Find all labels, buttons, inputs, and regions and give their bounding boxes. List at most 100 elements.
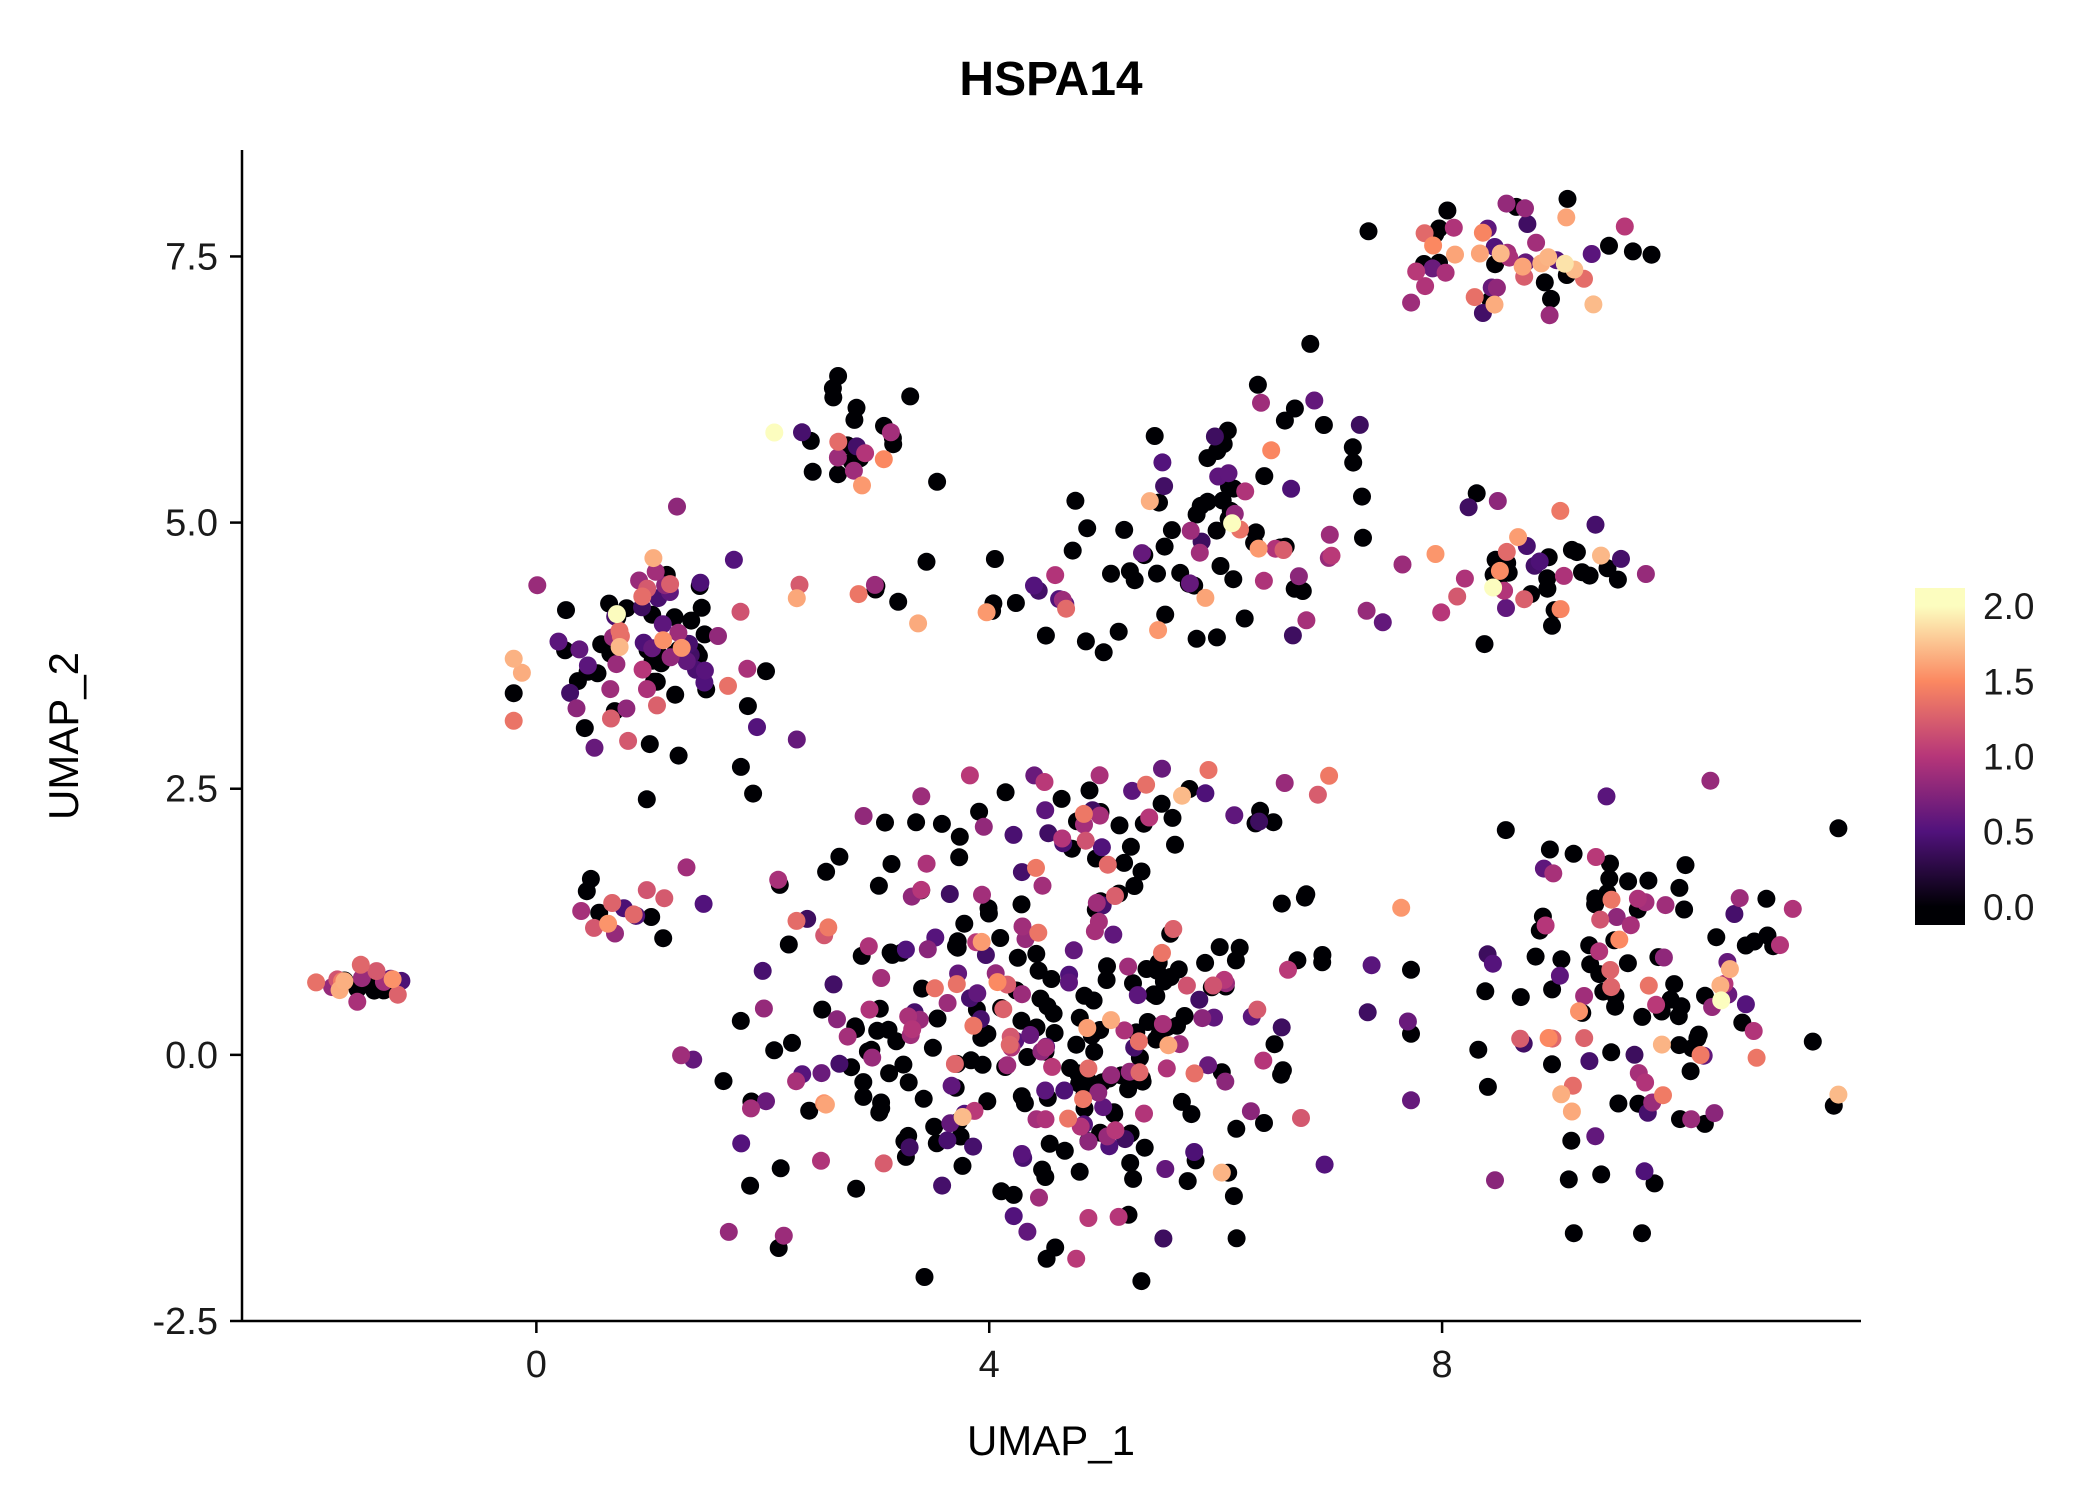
data-point (1274, 541, 1293, 559)
data-point (1497, 194, 1516, 213)
data-point (996, 783, 1015, 802)
data-point (829, 432, 848, 451)
y-tick-label: -2.5 (153, 1301, 218, 1343)
data-point (1373, 613, 1392, 632)
data-point (1159, 1036, 1178, 1055)
data-point (504, 711, 523, 730)
data-point (1249, 539, 1268, 558)
data-point (601, 680, 620, 699)
data-point (1156, 605, 1175, 624)
data-point (1592, 546, 1610, 565)
data-point (800, 1101, 819, 1120)
data-point (1039, 824, 1058, 843)
data-point (637, 790, 656, 809)
data-point (1153, 943, 1171, 962)
data-point (1018, 1222, 1037, 1241)
data-point (803, 462, 822, 481)
data-point (1602, 1043, 1621, 1062)
data-point (1012, 1145, 1031, 1163)
data-point (917, 854, 936, 873)
data-point (838, 1027, 857, 1046)
data-point (719, 676, 737, 695)
data-point (854, 1073, 873, 1092)
data-point (738, 659, 757, 678)
data-point (1633, 1224, 1651, 1243)
data-point (1606, 997, 1625, 1016)
data-point (633, 660, 652, 679)
colorbar-tick-label: 1.0 (1983, 737, 2034, 778)
data-point (950, 827, 969, 846)
data-point (1747, 1048, 1766, 1067)
data-point (348, 992, 367, 1011)
data-point (1515, 590, 1534, 609)
data-point (1115, 853, 1134, 872)
data-point (599, 914, 618, 933)
data-point (757, 662, 775, 681)
data-point (1518, 215, 1537, 233)
data-point (1187, 629, 1206, 648)
data-point (1162, 521, 1181, 540)
data-point (793, 423, 811, 442)
data-point (978, 1092, 997, 1111)
data-point (1350, 415, 1369, 434)
data-point (1353, 487, 1371, 506)
data-point (1196, 784, 1215, 803)
data-point (1115, 1021, 1134, 1040)
data-point (640, 735, 659, 754)
data-point (823, 379, 842, 398)
data-point (1484, 578, 1503, 597)
ticks-layer: 0 4 8 -2.5 0.0 2.5 5.0 7.5 (153, 236, 1453, 1386)
data-point (1448, 587, 1467, 606)
data-point (1570, 1002, 1588, 1021)
data-point (1540, 306, 1559, 325)
data-point (1407, 262, 1426, 281)
data-point (1004, 1185, 1023, 1204)
data-point (1313, 946, 1332, 964)
data-point (1509, 528, 1528, 547)
data-point (1063, 541, 1082, 560)
data-point (894, 1055, 913, 1074)
data-point (1586, 1127, 1605, 1146)
data-point (575, 719, 594, 738)
data-point (1543, 980, 1562, 999)
data-point (1402, 1091, 1420, 1110)
data-point (964, 1016, 983, 1035)
data-point (1148, 564, 1166, 583)
data-point (1308, 785, 1327, 804)
data-point (1516, 199, 1534, 218)
data-point (912, 787, 931, 806)
data-point (1013, 985, 1031, 1004)
data-point (383, 970, 402, 989)
data-point (1133, 544, 1151, 563)
data-point (1154, 972, 1173, 991)
data-point (1106, 1121, 1125, 1140)
data-point (1084, 991, 1103, 1010)
data-point (504, 649, 523, 668)
data-point (1584, 295, 1603, 314)
data-point (1264, 813, 1283, 832)
data-point (1745, 932, 1764, 951)
data-point (955, 914, 974, 933)
data-point (1094, 643, 1113, 662)
data-point (1121, 1154, 1140, 1172)
data-point (1292, 1109, 1310, 1127)
data-point (1645, 1174, 1664, 1193)
data-point (1027, 944, 1046, 963)
data-point (1676, 856, 1695, 875)
data-point (1090, 806, 1109, 825)
data-point (1079, 1059, 1098, 1078)
data-point (1078, 1019, 1097, 1037)
data-point (557, 601, 575, 620)
data-point (1540, 840, 1559, 859)
data-point (1707, 928, 1726, 947)
data-point (1092, 838, 1111, 857)
data-point (787, 730, 806, 749)
data-point (1829, 1085, 1848, 1104)
data-point (695, 625, 714, 644)
data-point (769, 870, 788, 889)
data-point (1006, 594, 1025, 612)
data-point (847, 1179, 866, 1198)
data-point (917, 552, 936, 571)
data-point (610, 638, 629, 656)
data-point (1621, 916, 1640, 935)
